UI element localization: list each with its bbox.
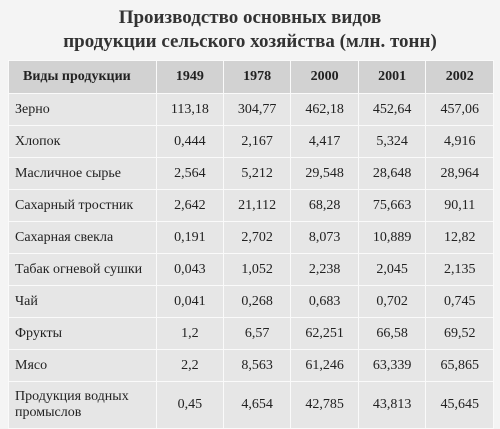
cell: 0,191 — [156, 221, 224, 254]
cell: 2,135 — [425, 253, 494, 286]
table-row: Мясо 2,2 8,563 61,246 63,339 65,865 — [8, 349, 494, 382]
cell: 0,041 — [156, 285, 224, 318]
table-row: Табак огневой сушки 0,043 1,052 2,238 2,045 2… — [8, 253, 494, 286]
cell: 90,11 — [425, 189, 494, 222]
cell: 68,28 — [290, 189, 359, 222]
cell: 0,702 — [357, 285, 427, 318]
cell: 0,683 — [290, 285, 359, 318]
row-label: Мясо — [8, 349, 157, 382]
row-label: Зерно — [8, 93, 157, 126]
cell: 8,563 — [222, 349, 292, 382]
cell: 4,654 — [222, 381, 292, 429]
cell: 28,648 — [357, 157, 427, 190]
cell: 457,06 — [425, 93, 494, 126]
row-label: Хлопок — [8, 125, 157, 158]
column-header: 2000 — [290, 60, 359, 94]
cell: 2,564 — [156, 157, 224, 190]
cell: 2,642 — [156, 189, 224, 222]
cell: 43,813 — [357, 381, 427, 429]
cell: 28,964 — [425, 157, 494, 190]
cell: 62,251 — [290, 317, 359, 350]
cell: 1,052 — [222, 253, 292, 286]
production-table: Виды продукции 1949 1978 2000 2001 2002 Зерно… — [8, 60, 494, 429]
table-row: Хлопок 0,444 2,167 4,417 5,324 4,916 — [8, 125, 494, 158]
cell: 2,167 — [222, 125, 292, 158]
cell: 2,2 — [156, 349, 224, 382]
column-header: Виды продукции — [8, 60, 157, 94]
cell: 2,238 — [290, 253, 359, 286]
title: Производство основных видов продукции се… — [0, 6, 500, 54]
column-header: 2001 — [357, 60, 427, 94]
column-header: 1949 — [156, 60, 224, 94]
row-label: Сахарный тростник — [8, 189, 157, 222]
cell: 42,785 — [290, 381, 359, 429]
row-label: Фрукты — [8, 317, 157, 350]
cell: 10,889 — [357, 221, 427, 254]
table-row: Фрукты 1,2 6,57 62,251 66,58 69,52 — [8, 317, 494, 350]
row-label: Масличное сырье — [8, 157, 157, 190]
table-body: Зерно 113,18 304,77 462,18 452,64 457,06 Хлопо… — [8, 93, 494, 429]
cell: 21,112 — [222, 189, 292, 222]
row-label: Чай — [8, 285, 157, 318]
cell: 0,45 — [156, 381, 224, 429]
cell: 462,18 — [290, 93, 359, 126]
table-row: Чай 0,041 0,268 0,683 0,702 0,745 — [8, 285, 494, 318]
cell: 61,246 — [290, 349, 359, 382]
cell: 113,18 — [156, 93, 224, 126]
cell: 65,865 — [425, 349, 494, 382]
column-header: 1978 — [222, 60, 292, 94]
table-row: Продукция водных промыслов 0,45 4,654 42,78… — [8, 381, 494, 429]
row-label: Табак огневой сушки — [8, 253, 157, 286]
cell: 0,268 — [222, 285, 292, 318]
cell: 2,045 — [357, 253, 427, 286]
cell: 45,645 — [425, 381, 494, 429]
cell: 6,57 — [222, 317, 292, 350]
cell: 0,745 — [425, 285, 494, 318]
cell: 0,444 — [156, 125, 224, 158]
row-label: Продукция водных промыслов — [8, 381, 157, 429]
cell: 29,548 — [290, 157, 359, 190]
cell: 452,64 — [357, 93, 427, 126]
cell: 8,073 — [290, 221, 359, 254]
cell: 5,212 — [222, 157, 292, 190]
cell: 304,77 — [222, 93, 292, 126]
cell: 4,417 — [290, 125, 359, 158]
table-row: Зерно 113,18 304,77 462,18 452,64 457,06 — [8, 93, 494, 126]
cell: 5,324 — [357, 125, 427, 158]
title-line: Производство основных видов — [118, 7, 382, 28]
table-row: Сахарный тростник 2,642 21,112 68,28 75,663 9… — [8, 189, 494, 222]
column-header: 2002 — [425, 60, 494, 94]
cell: 63,339 — [357, 349, 427, 382]
header-row: Виды продукции 1949 1978 2000 2001 2002 — [8, 60, 494, 94]
title-line: продукции сельского хозяйства (млн. тонн… — [63, 31, 437, 52]
cell: 12,82 — [425, 221, 494, 254]
cell: 4,916 — [425, 125, 494, 158]
table-row: Масличное сырье 2,564 5,212 29,548 28,648 28,… — [8, 157, 494, 190]
cell: 1,2 — [156, 317, 224, 350]
cell: 2,702 — [222, 221, 292, 254]
cell: 69,52 — [425, 317, 494, 350]
cell: 75,663 — [357, 189, 427, 222]
cell: 66,58 — [357, 317, 427, 350]
row-label: Сахарная свекла — [8, 221, 157, 254]
cell: 0,043 — [156, 253, 224, 286]
table-row: Сахарная свекла 0,191 2,702 8,073 10,889 12,8… — [8, 221, 494, 254]
